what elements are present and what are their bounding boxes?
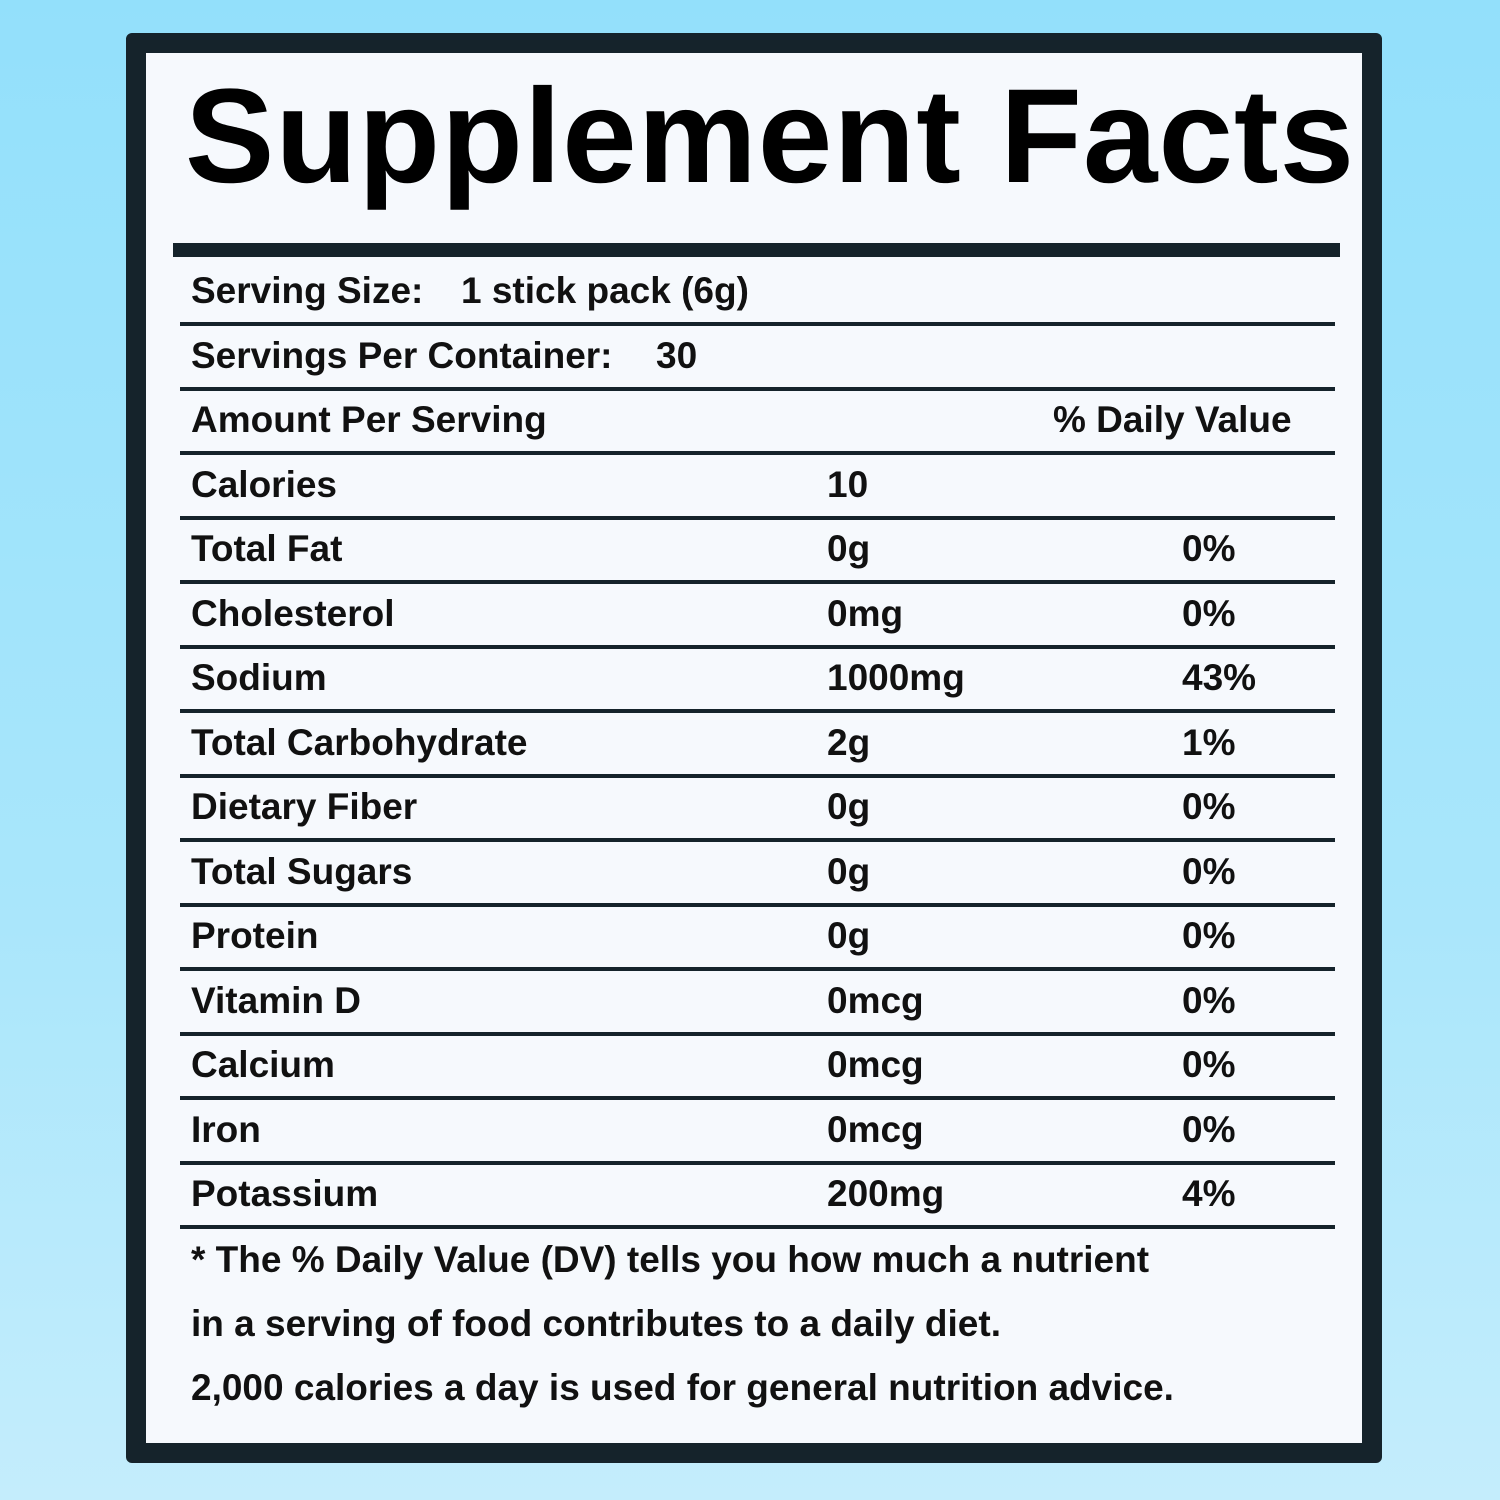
footnote-line: * The % Daily Value (DV) tells you how m… [191,1239,1150,1280]
nutrient-name: Calcium [191,1044,335,1085]
row-rule [180,322,1335,326]
footnote-line: 2,000 calories a day is used for general… [191,1367,1174,1408]
nutrient-name: Total Fat [191,528,343,569]
nutrient-amount: 0mcg [827,1044,924,1085]
nutrient-amount: 0mg [827,592,904,634]
row-rule [180,1225,1335,1229]
nutrient-amount: 0g [827,850,871,892]
nutrient-name: Total Sugars [191,850,413,892]
nutrient-amount: 0g [827,915,871,956]
nutrient-name: Iron [191,1108,261,1150]
servings-label: Servings Per Container: [191,334,613,376]
nutrient-name: Cholesterol [191,592,395,634]
header-amount: Amount Per Serving [191,399,547,440]
nutrient-daily-value: 0% [1182,786,1236,827]
row-rule [180,967,1335,971]
nutrient-daily-value: 1% [1182,721,1236,763]
nutrient-name: Sodium [191,657,327,698]
nutrient-name: Vitamin D [191,979,361,1021]
nutrient-daily-value: 4% [1182,1173,1236,1214]
row-rule [180,1096,1335,1100]
row-rule [180,773,1335,778]
nutrient-daily-value: 0% [1182,1044,1236,1085]
nutrient-name: Dietary Fiber [191,786,418,827]
nutrient-amount: 1000mg [827,657,965,698]
nutrient-amount: 0g [827,528,871,569]
row-rule [180,709,1335,713]
nutrient-name: Protein [191,915,319,956]
label-frame [126,33,1382,1463]
serving-size-label: Serving Size: [191,270,424,311]
nutrient-daily-value: 43% [1182,657,1257,698]
nutrient-name: Total Carbohydrate [191,721,528,763]
nutrient-name: Calories [191,463,338,505]
nutrient-amount: 0mcg [827,979,924,1021]
nutrient-name: Potassium [191,1173,379,1214]
title: Supplement Facts [185,62,1356,211]
servings-value: 30 [656,334,698,376]
nutrient-daily-value: 0% [1182,915,1236,956]
nutrient-daily-value: 0% [1182,592,1236,634]
thick-rule [173,243,1340,257]
row-rule [180,1160,1335,1165]
nutrient-daily-value: 0% [1182,979,1236,1021]
nutrient-amount: 0g [827,786,871,827]
nutrient-daily-value: 0% [1182,1108,1236,1150]
nutrient-amount: 2g [827,721,871,763]
row-rule [180,644,1335,649]
row-rule [180,1031,1335,1036]
nutrient-amount: 10 [827,463,869,505]
nutrient-amount: 0mcg [827,1108,924,1150]
row-rule [180,451,1335,455]
serving-size-value: 1 stick pack (6g) [461,270,749,311]
row-rule [180,838,1335,842]
footnote-line: in a serving of food contributes to a da… [191,1303,1001,1344]
nutrient-amount: 200mg [827,1173,945,1214]
nutrient-daily-value: 0% [1182,850,1236,892]
row-rule [180,902,1335,907]
row-rule [180,386,1335,391]
nutrient-daily-value: 0% [1182,528,1236,569]
row-rule [180,515,1335,520]
row-rule [180,580,1335,584]
header-daily-value: % Daily Value [1053,399,1292,440]
